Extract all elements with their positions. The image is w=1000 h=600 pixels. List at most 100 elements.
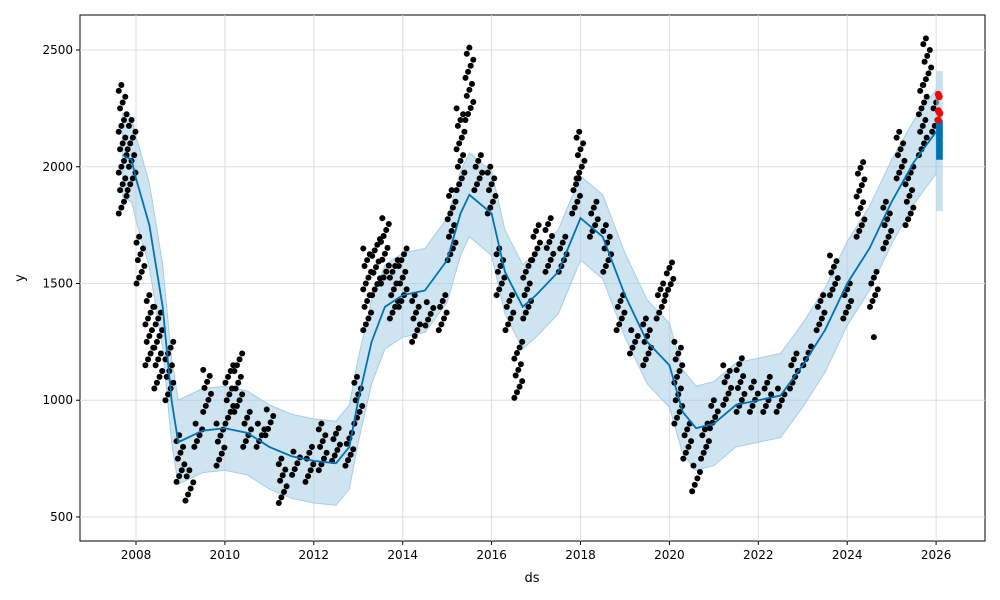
observed-point — [868, 280, 875, 287]
observed-point — [860, 199, 867, 206]
observed-point — [187, 485, 194, 492]
observed-point — [853, 233, 860, 240]
observed-point — [680, 455, 687, 462]
observed-point — [322, 432, 329, 439]
observed-point — [129, 175, 136, 182]
observed-point — [520, 274, 527, 281]
observed-point — [320, 455, 327, 462]
observed-point — [153, 338, 160, 345]
observed-point — [676, 408, 683, 415]
x-tick-label: 2008 — [121, 548, 152, 562]
observed-point — [390, 286, 397, 293]
observed-point — [410, 315, 417, 322]
observed-point — [826, 292, 833, 299]
observed-point — [315, 467, 322, 474]
observed-point — [361, 303, 368, 310]
observed-point — [191, 443, 198, 450]
observed-point — [473, 181, 480, 188]
observed-point — [898, 163, 905, 170]
observed-point — [383, 268, 390, 275]
observed-point — [356, 408, 363, 415]
observed-point — [201, 384, 208, 391]
observed-point — [305, 473, 312, 480]
observed-point — [380, 274, 387, 281]
observed-point — [462, 117, 469, 124]
observed-point — [748, 384, 755, 391]
observed-point — [814, 303, 821, 310]
observed-point — [347, 451, 354, 458]
observed-point — [333, 430, 340, 437]
x-tick-label: 2024 — [832, 548, 863, 562]
observed-point — [910, 204, 917, 211]
observed-point — [170, 379, 177, 386]
observed-point — [902, 181, 909, 188]
observed-point — [306, 449, 313, 456]
observed-point — [559, 239, 566, 246]
observed-point — [413, 309, 420, 316]
observed-point — [315, 426, 322, 433]
observed-point — [461, 169, 468, 176]
observed-point — [475, 157, 482, 164]
observed-point — [395, 262, 402, 269]
observed-point — [414, 327, 421, 334]
observed-point — [430, 305, 437, 312]
observed-point — [125, 122, 132, 129]
observed-point — [884, 216, 891, 223]
observed-point — [378, 280, 385, 287]
observed-point — [441, 315, 448, 322]
observed-point — [893, 175, 900, 182]
observed-point — [521, 292, 528, 299]
observed-point — [270, 412, 277, 419]
y-tick-label: 1000 — [42, 393, 73, 407]
observed-point — [151, 385, 158, 392]
observed-point — [282, 466, 289, 473]
observed-point — [546, 238, 553, 245]
observed-point — [845, 303, 852, 310]
observed-point — [525, 303, 532, 310]
observed-point — [880, 204, 887, 211]
observed-point — [470, 56, 477, 63]
observed-point — [246, 408, 253, 415]
observed-point — [893, 134, 900, 141]
observed-point — [206, 372, 213, 379]
observed-point — [646, 327, 653, 334]
observed-point — [275, 499, 282, 506]
observed-point — [788, 362, 795, 369]
observed-point — [362, 321, 369, 328]
observed-point — [511, 355, 518, 362]
observed-point — [202, 402, 209, 409]
observed-point — [754, 390, 761, 397]
observed-point — [476, 175, 483, 182]
observed-point — [676, 368, 683, 375]
observed-point — [793, 350, 800, 357]
observed-point — [181, 461, 188, 468]
observed-point — [290, 448, 297, 455]
observed-point — [423, 299, 430, 306]
observed-point — [461, 128, 468, 135]
observed-point — [920, 82, 927, 89]
observed-point — [379, 256, 386, 263]
observed-point — [858, 182, 865, 189]
observed-point — [574, 152, 581, 159]
observed-point — [929, 128, 936, 135]
y-tick-label: 1500 — [42, 276, 73, 290]
observed-point — [395, 303, 402, 310]
observed-point — [385, 221, 392, 228]
observed-point — [439, 297, 446, 304]
observed-point — [458, 175, 465, 182]
observed-point — [642, 315, 649, 322]
observed-point — [605, 257, 612, 264]
observed-point — [159, 368, 166, 375]
observed-point — [456, 140, 463, 147]
observed-point — [866, 303, 873, 310]
observed-point — [917, 87, 924, 94]
observed-point — [118, 204, 125, 211]
observed-point — [741, 390, 748, 397]
observed-point — [590, 204, 597, 211]
observed-point — [706, 425, 713, 432]
observed-point — [573, 134, 580, 141]
observed-point — [857, 164, 864, 171]
observed-point — [239, 391, 246, 398]
observed-point — [360, 327, 367, 334]
observed-point — [123, 111, 130, 118]
